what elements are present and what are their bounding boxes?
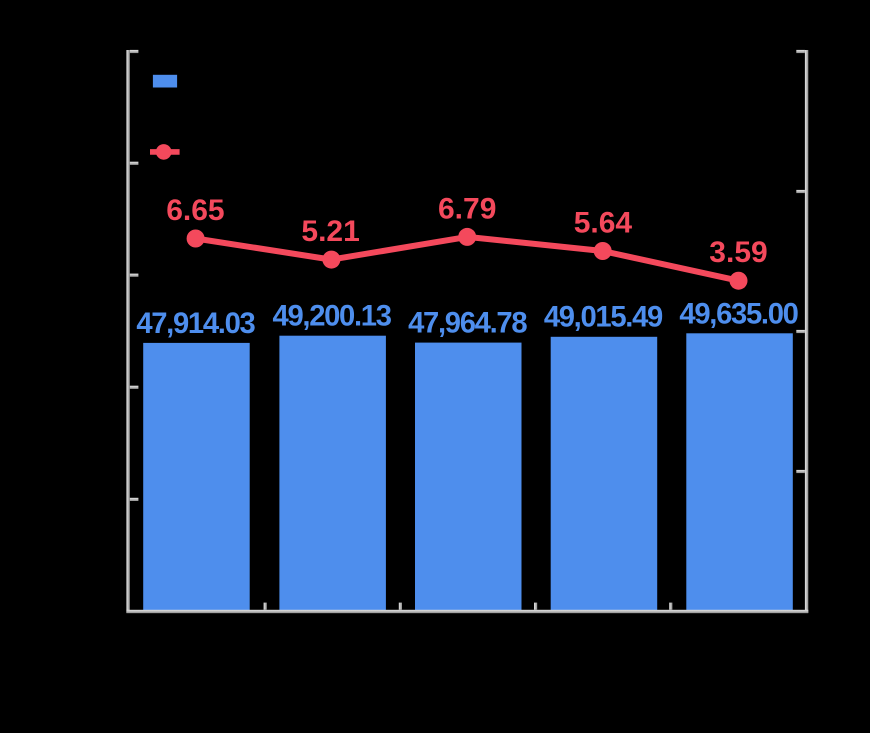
svg-text:5.21: 5.21	[301, 215, 359, 248]
svg-text:47,964.78: 47,964.78	[408, 308, 527, 340]
svg-text:3.59: 3.59	[709, 236, 767, 269]
svg-text:6.79: 6.79	[438, 192, 496, 225]
svg-text:6.65: 6.65	[166, 194, 224, 227]
svg-text:49,635.00: 49,635.00	[679, 298, 798, 330]
svg-text:49,200.13: 49,200.13	[273, 301, 392, 333]
svg-text:5.64: 5.64	[574, 207, 633, 240]
svg-text:47,914.03: 47,914.03	[136, 308, 255, 340]
svg-text:49,015.49: 49,015.49	[544, 302, 663, 334]
